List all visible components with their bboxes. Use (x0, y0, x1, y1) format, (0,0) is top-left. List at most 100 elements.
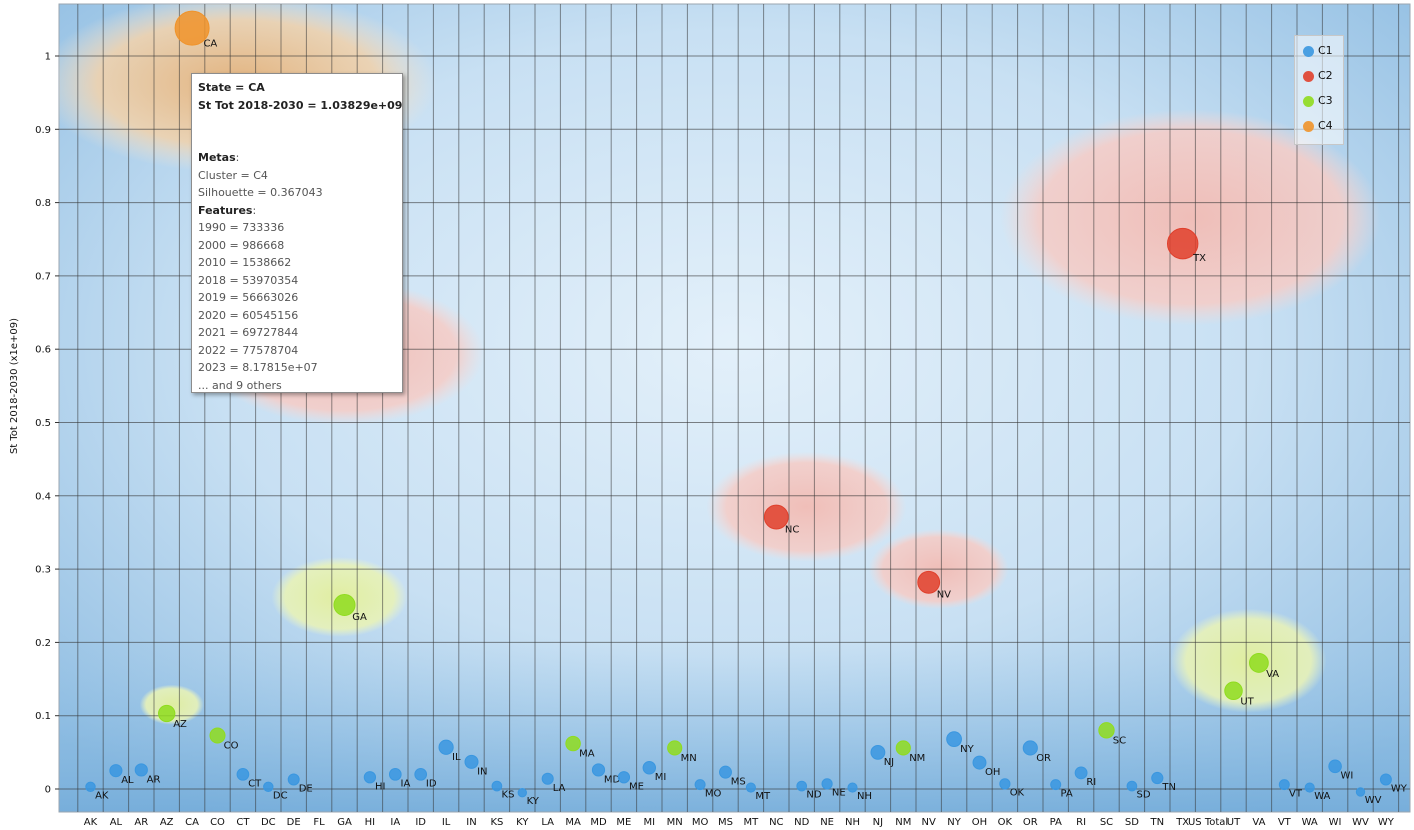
data-point-nc (763, 504, 789, 530)
data-label-co: CO (224, 741, 239, 752)
x-tick-label: VA (1252, 817, 1265, 828)
y-tick-label: 0.8 (35, 198, 51, 209)
y-tick-label: 0.1 (35, 711, 51, 722)
data-point-mo (694, 779, 706, 791)
legend-swatch-c1 (1303, 45, 1314, 57)
data-label-de: DE (299, 783, 313, 794)
tooltip-silhouette: Silhouette = 0.367043 (198, 186, 323, 199)
x-tick-label: DE (287, 817, 301, 828)
x-tick-label: NV (922, 817, 936, 828)
data-label-sc: SC (1113, 736, 1126, 747)
x-tick-label: AK (84, 817, 98, 828)
data-point-ut (1224, 681, 1243, 701)
x-tick-label: ID (415, 817, 426, 828)
x-tick-label: AL (110, 817, 123, 828)
x-tick-label: SD (1125, 817, 1139, 828)
data-point-ca (174, 10, 210, 46)
data-points: AK AL AR AZ CA CO CT DC DE GA HI IA ID IL IN KS KY LA MA MD… (85, 10, 1408, 807)
data-label-ar: AR (147, 774, 161, 785)
data-point-ne (821, 778, 833, 790)
data-label-sd: SD (1137, 790, 1151, 801)
x-tick-label: CO (210, 817, 225, 828)
data-label-ct: CT (248, 779, 262, 790)
x-tick-label: HI (365, 817, 375, 828)
density-region-c2 (1000, 109, 1381, 326)
data-label-nj: NJ (884, 757, 894, 768)
tooltip-state: State = CA (198, 81, 265, 94)
x-tick-label: ME (616, 817, 631, 828)
data-label-md: MD (604, 774, 621, 785)
y-tick-label: 1 (45, 52, 51, 63)
data-label-mt: MT (755, 791, 771, 802)
data-label-ny: NY (960, 744, 974, 755)
data-point-md (591, 763, 606, 777)
data-point-ga (333, 594, 356, 617)
x-tick-label: US Total (1188, 817, 1228, 828)
legend-item-c3[interactable]: C3 (1303, 94, 1333, 108)
data-point-ma (565, 735, 581, 752)
data-label-wv: WV (1365, 795, 1382, 806)
legend-item-c1[interactable]: C1 (1303, 44, 1333, 58)
legend-swatch-c4 (1303, 120, 1314, 132)
x-tick-label: MA (565, 817, 581, 828)
legend-item-c2[interactable]: C2 (1303, 69, 1333, 83)
x-tick-label: WY (1378, 817, 1395, 828)
data-point-ks (491, 780, 503, 792)
x-tick-label: KS (490, 817, 503, 828)
data-point-mn (667, 740, 683, 756)
x-tick-label: NY (947, 817, 961, 828)
hover-tooltip: State = CA St Tot 2018-2030 = 1.03829e+0… (191, 73, 403, 393)
x-tick-label: IN (466, 817, 476, 828)
tooltip-metas-heading: Metas: (198, 151, 240, 164)
plot-border (58, 3, 1411, 813)
data-point-al (109, 764, 123, 778)
tooltip-feature: 2022 = 77578704 (198, 343, 299, 357)
data-label-ky: KY (527, 796, 540, 807)
data-label-or: OR (1036, 753, 1051, 764)
data-point-hi (363, 771, 377, 784)
y-axis-label: St Tot 2018-2030 (x1e+09) (9, 318, 20, 454)
tooltip-more: ... and 9 others (198, 378, 282, 392)
tooltip-feature: 2000 = 986668 (198, 238, 285, 252)
data-label-me: ME (629, 781, 644, 792)
data-label-mi: MI (655, 772, 667, 783)
data-point-nm (895, 740, 911, 756)
legend-item-c4[interactable]: C4 (1303, 119, 1333, 133)
x-tick-label: LA (541, 817, 554, 828)
data-label-al: AL (121, 775, 134, 786)
x-tick-label: TN (1150, 817, 1165, 828)
data-label-ca: CA (203, 38, 217, 49)
data-point-me (617, 771, 631, 784)
x-tick-label: TX (1175, 817, 1189, 828)
data-point-mi (642, 761, 657, 775)
data-label-in: IN (477, 766, 487, 777)
x-tick-label: IL (442, 817, 451, 828)
data-point-in (464, 754, 479, 769)
legend[interactable]: C1 C2 C3 C4 (1294, 35, 1344, 145)
x-tick-label: GA (337, 817, 352, 828)
grid-lines (59, 4, 1410, 812)
x-tick-label: RI (1076, 817, 1086, 828)
tooltip-cluster: Cluster = C4 (198, 168, 268, 182)
tooltip-feature: 2020 = 60545156 (198, 308, 299, 322)
data-point-il (438, 739, 454, 755)
x-tick-label: VT (1278, 817, 1292, 828)
x-tick-label: UT (1227, 817, 1241, 828)
y-tick-label: 0.4 (35, 491, 51, 502)
x-tick-label: CT (236, 817, 250, 828)
data-label-ri: RI (1086, 777, 1096, 788)
data-point-ia (388, 768, 402, 781)
data-label-oh: OH (985, 767, 1000, 778)
x-tick-label: OK (998, 817, 1013, 828)
x-tick-label: NJ (873, 817, 883, 828)
tooltip-feature: 2010 = 1538662 (198, 256, 292, 269)
data-point-va (1249, 653, 1269, 673)
data-point-wv (1355, 787, 1366, 797)
x-tick-label: CA (185, 817, 199, 828)
x-tick-label: MI (644, 817, 656, 828)
data-label-ne: NE (832, 788, 846, 799)
data-point-co (209, 727, 226, 744)
data-label-va: VA (1266, 669, 1279, 680)
data-label-ma: MA (579, 749, 595, 760)
